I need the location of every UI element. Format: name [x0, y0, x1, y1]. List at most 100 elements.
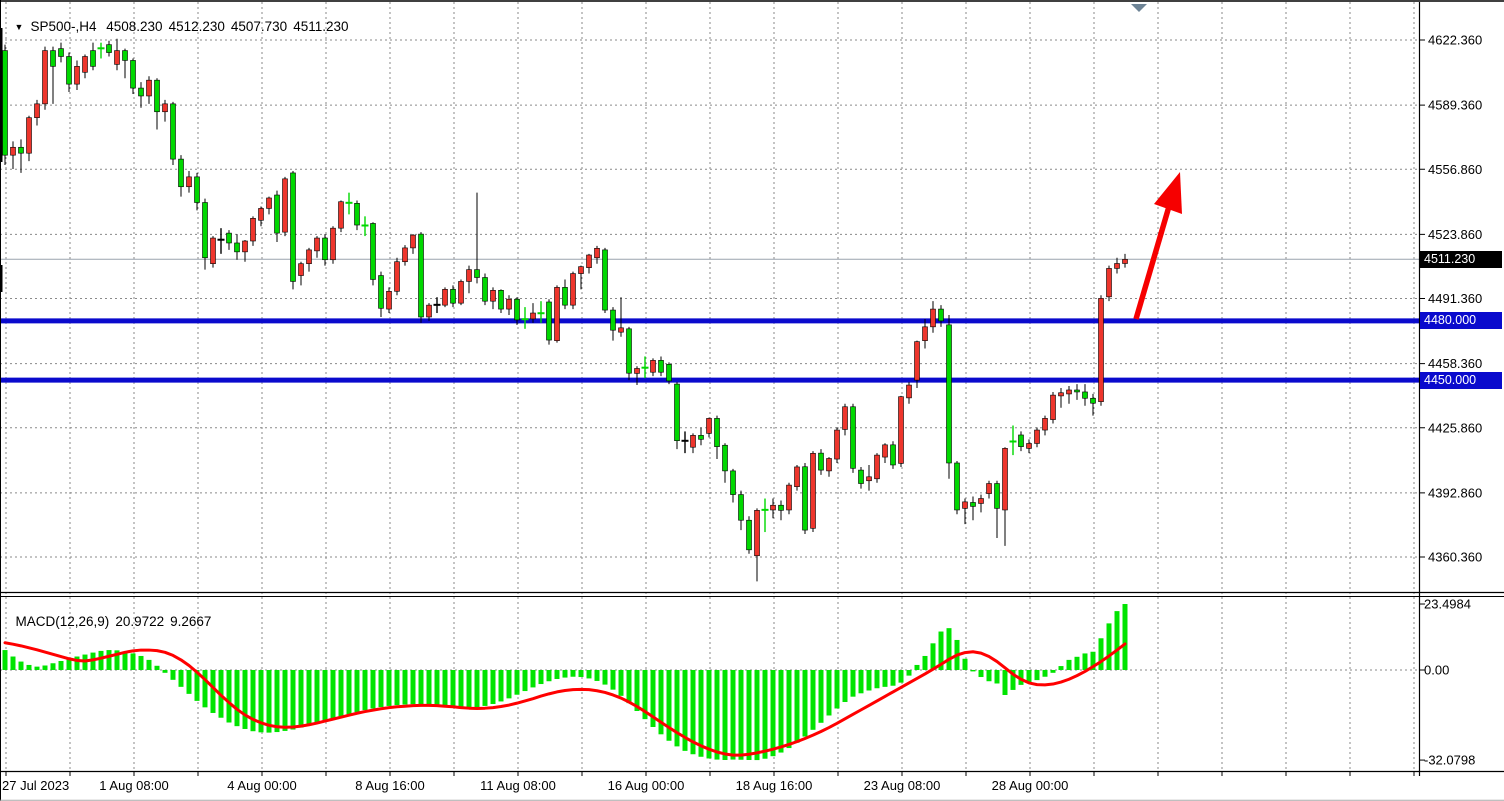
macd-histogram-bar [754, 670, 760, 761]
time-axis-label: 27 Jul 2023 [2, 778, 69, 793]
macd-histogram-bar [690, 670, 696, 755]
macd-histogram-bar [642, 670, 648, 720]
macd-histogram-bar [410, 670, 416, 705]
chart-shift-marker-icon[interactable] [1131, 4, 1147, 12]
candle-body [634, 368, 640, 374]
macd-histogram-bar [354, 670, 360, 713]
candle-body [746, 519, 752, 551]
macd-histogram-bar [202, 670, 208, 708]
candle [650, 358, 656, 377]
candle-body [850, 406, 856, 469]
macd-histogram-bar [250, 670, 256, 732]
candle-body [282, 178, 288, 233]
candle-body [1018, 434, 1024, 447]
macd-histogram-bar [482, 670, 488, 706]
candle-body [930, 308, 936, 328]
candle-body [298, 263, 304, 276]
macd-histogram-bar [1042, 670, 1048, 677]
macd-histogram-bar [906, 670, 912, 676]
macd-histogram-bar [818, 670, 824, 723]
candle [578, 265, 584, 290]
candle-body [714, 418, 720, 447]
time-axis-label: 4 Aug 00:00 [227, 778, 296, 793]
macd-histogram-bar [210, 670, 216, 713]
macd-histogram-bar [298, 670, 304, 728]
macd-histogram-bar [714, 670, 720, 760]
candle [610, 307, 616, 341]
candle-body [938, 308, 944, 322]
macd-histogram-bar [154, 665, 160, 670]
macd-histogram-bar [146, 659, 152, 670]
candle-body [138, 87, 144, 97]
candle [338, 200, 344, 233]
candle-body [1026, 443, 1032, 449]
candle [586, 253, 592, 274]
macd-histogram-bar [786, 670, 792, 749]
candle [178, 155, 184, 197]
macd-histogram-bar [1122, 604, 1128, 670]
macd-histogram-bar [1018, 670, 1024, 685]
candle [97, 42, 105, 59]
candle-body [802, 466, 808, 531]
candle [266, 196, 272, 215]
candle [2, 44, 8, 166]
macd-histogram-bar [554, 670, 560, 679]
candle-body [674, 383, 680, 441]
macd-histogram-bar [1082, 653, 1088, 670]
candle-body [42, 50, 48, 105]
macd-histogram-bar [330, 670, 336, 719]
quote-high: 4512.230 [168, 19, 225, 34]
macd-histogram-bar [602, 670, 608, 685]
candle-body [874, 454, 880, 480]
macd-histogram-bar [1034, 670, 1040, 681]
candle-body [66, 56, 72, 85]
candle-body [442, 289, 448, 306]
candle-body [530, 312, 536, 320]
macd-histogram-bar [186, 670, 192, 694]
candle [761, 498, 769, 533]
macd-histogram-bar [362, 670, 368, 711]
candle-body [738, 494, 744, 521]
candle [858, 466, 864, 489]
macd-histogram-bar [522, 670, 528, 692]
macd-histogram-bar [530, 670, 536, 688]
price-axis-label: 4491.360 [1428, 291, 1482, 306]
indicator-expander-icon[interactable]: ▼ [14, 22, 24, 32]
candle [1122, 253, 1128, 268]
macd-histogram-bar [882, 670, 888, 687]
macd-histogram-bar [498, 670, 504, 702]
macd-histogram-bar [658, 670, 664, 735]
macd-histogram-bar [322, 670, 328, 722]
candle [1042, 415, 1048, 436]
candle [298, 261, 304, 286]
candle [778, 500, 784, 521]
candle-body [858, 469, 864, 484]
candle [418, 232, 424, 323]
candle [474, 192, 480, 284]
candle [938, 305, 944, 327]
candle-body [514, 298, 520, 321]
candle-body [754, 510, 760, 557]
candle-body [18, 146, 24, 154]
candle [618, 297, 624, 337]
macd-histogram-bar [842, 670, 848, 703]
candle [1050, 391, 1056, 424]
macd-histogram-bar [1066, 659, 1072, 670]
candle [282, 176, 288, 237]
macd-histogram-bar [538, 670, 544, 685]
candle-body [1002, 448, 1008, 511]
trend-arrow-head[interactable] [1154, 172, 1182, 214]
price-axis-label: 4360.360 [1428, 550, 1482, 565]
candle [898, 395, 904, 467]
macd-axis-label: 0.00 [1424, 663, 1449, 678]
trend-arrow-shaft[interactable] [1133, 202, 1173, 320]
macd-histogram-bar [626, 670, 632, 704]
time-axis-label: 28 Aug 00:00 [992, 778, 1069, 793]
candle-body [618, 327, 624, 333]
macd-axis-label: -32.0798 [1424, 753, 1475, 768]
candle [433, 297, 441, 314]
candle-body [1114, 263, 1120, 269]
candle [274, 190, 280, 242]
resistance-price-tag: 4480.000 [1420, 312, 1502, 330]
